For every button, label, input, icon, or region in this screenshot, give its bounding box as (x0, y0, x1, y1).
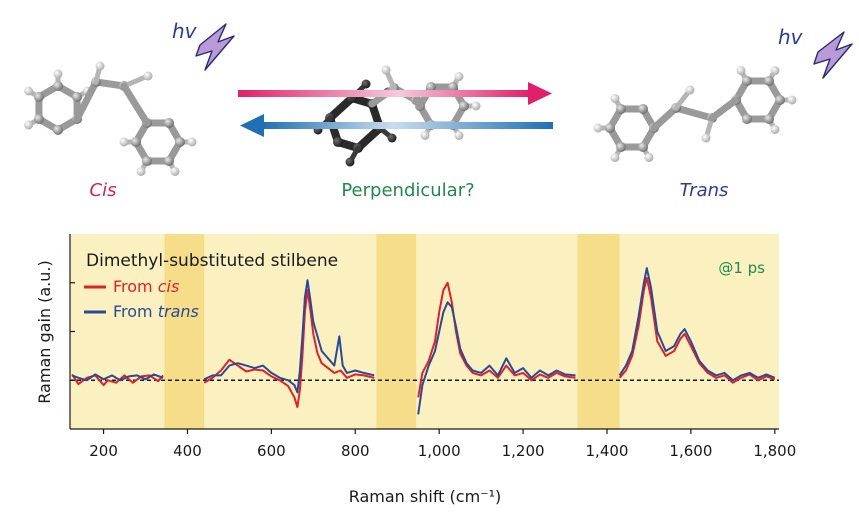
legend: From cis From trans (84, 277, 199, 321)
x-tick-label: 1,600 (669, 442, 712, 460)
hydrogen-atom (701, 133, 711, 143)
carbon-atom (775, 95, 785, 105)
series-line-segment (71, 373, 164, 387)
carbon-atom (605, 123, 615, 133)
forward-arrow (238, 82, 552, 105)
x-tick-label: 1,400 (586, 442, 629, 460)
series-line-segment (203, 279, 375, 394)
bond (120, 82, 151, 127)
trans-molecule-image (593, 66, 797, 162)
carbon-atom (33, 92, 44, 102)
time-label: @1 ps (718, 259, 765, 277)
carbon-atom (742, 75, 752, 86)
hydrogen-atom (685, 85, 695, 95)
chart-annotation: Dimethyl-substituted stilbene (86, 251, 338, 271)
cis-molecule-image (24, 61, 197, 176)
hydrogen-atom (644, 152, 654, 162)
hydrogen-atom (454, 72, 464, 82)
excluded-region-band (164, 234, 205, 429)
carbon-atom (764, 75, 774, 86)
hv-label-left: hv (172, 19, 198, 43)
hydrogen-atom (736, 66, 746, 76)
series-line-segment (618, 267, 776, 382)
hydrogen-atom (187, 137, 197, 147)
hydrogen-atom (143, 71, 153, 81)
hydrogen-atom (770, 66, 780, 76)
carbon-atom (333, 137, 343, 147)
legend-label: From trans (113, 302, 199, 321)
hydrogen-atom (24, 86, 34, 96)
y-axis-label: Raman gain (a.u.) (35, 260, 54, 403)
carbon-atom (742, 114, 752, 125)
x-tick-label: 400 (173, 442, 202, 460)
x-tick-label: 1,800 (753, 442, 796, 460)
carbon-atom (175, 137, 185, 147)
raman-chart: 200 400 600 800 1,000 1,200 1,400 1,600 1,800 Di… (35, 234, 796, 506)
excluded-region-band (577, 234, 620, 429)
perpendicular-molecule-image (313, 65, 481, 167)
x-tick-label: 1,200 (502, 442, 545, 460)
carbon-atom (459, 101, 469, 111)
bond (73, 78, 100, 123)
series-line-segment (203, 289, 375, 409)
hydrogen-atom (770, 124, 780, 134)
carbon-atom (53, 81, 63, 91)
series-line-segment (71, 373, 164, 382)
lightning-icon (813, 31, 853, 79)
legend-label: From cis (113, 277, 179, 296)
x-tick-label: 1,000 (418, 442, 461, 460)
hydrogen-atom (24, 120, 34, 130)
x-tick-label: 800 (341, 442, 370, 460)
carbon-atom (131, 137, 141, 147)
hydrogen-atom (170, 166, 180, 176)
carbon-atom (448, 81, 458, 92)
hydrogen-atom (610, 152, 620, 162)
hydrogen-atom (593, 123, 603, 133)
hydrogen-atom (381, 65, 391, 75)
hydrogen-atom (345, 157, 355, 167)
hydrogen-atom (420, 130, 430, 140)
hydrogen-atom (454, 130, 464, 140)
series-line-segment (417, 301, 576, 415)
hydrogen-atom (53, 69, 63, 79)
lightning-icon (195, 23, 235, 71)
perpendicular-label: Perpendicular? (341, 180, 474, 201)
x-axis-label: Raman shift (cm⁻¹) (349, 487, 502, 506)
carbon-atom (638, 103, 648, 114)
series-line-segment (618, 276, 776, 384)
backward-arrow (240, 114, 553, 137)
x-tick-label: 200 (89, 442, 118, 460)
x-tick-label: 600 (257, 442, 286, 460)
hydrogen-atom (119, 137, 129, 147)
series-line-segment (417, 281, 576, 398)
hydrogen-atom (136, 166, 146, 176)
carbon-atom (616, 142, 626, 153)
excluded-region-band (376, 234, 417, 429)
carbon-atom (764, 114, 774, 125)
carbon-atom (164, 117, 174, 128)
carbon-atom (638, 142, 648, 153)
carbon-atom (142, 156, 152, 167)
carbon-atom (426, 81, 436, 92)
carbon-atom (33, 114, 44, 124)
hydrogen-atom (361, 79, 371, 89)
bond (412, 96, 424, 110)
bond (672, 104, 716, 122)
hv-label-right: hv (778, 25, 804, 49)
carbon-atom (53, 125, 63, 135)
hydrogen-atom (95, 61, 105, 71)
hydrogen-atom (387, 133, 397, 143)
bond (708, 96, 740, 122)
trans-label: Trans (680, 180, 729, 201)
hydrogen-atom (610, 94, 620, 104)
carbon-atom (72, 92, 83, 102)
hydrogen-atom (471, 101, 481, 111)
hydrogen-atom (787, 95, 797, 105)
carbon-atom (616, 103, 626, 114)
carbon-atom (164, 156, 174, 167)
cis-label: Cis (90, 180, 117, 201)
